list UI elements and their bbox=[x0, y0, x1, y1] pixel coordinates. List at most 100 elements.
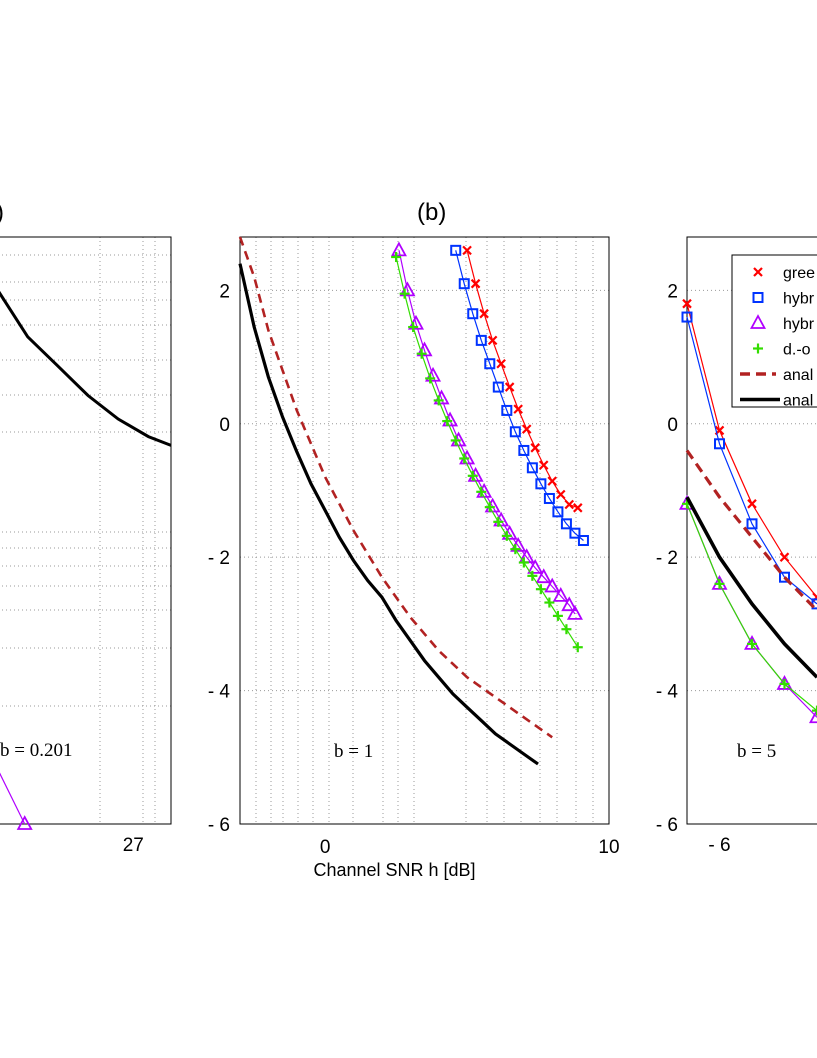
panel-b-series-0-point-12 bbox=[564, 499, 575, 510]
legend-swatch-0-b bbox=[753, 267, 763, 277]
panel-c-ytick-1: 0 bbox=[667, 415, 678, 436]
panel-b-series-0-point-7 bbox=[521, 424, 532, 434]
panel-b-xtick-0: 0 bbox=[320, 837, 331, 858]
panel-b-series-0-point-5-b bbox=[504, 382, 515, 392]
panel-b-series-3-point-8 bbox=[459, 453, 470, 464]
panel-b-ytick-4: - 6 bbox=[208, 815, 230, 836]
panel-b-series-1-point-3 bbox=[475, 334, 487, 346]
axes-layer bbox=[0, 236, 817, 825]
panel-b-series-3-point-4 bbox=[425, 373, 436, 384]
panel-c-series-1-point-3 bbox=[779, 571, 790, 583]
panel-b-series-0-point-1 bbox=[470, 278, 481, 289]
panel-b-series-3-point-15 bbox=[518, 557, 529, 568]
panel-a-label: ) bbox=[0, 199, 4, 226]
panel-c-series-1-line bbox=[686, 316, 817, 605]
panel-c-ytick-0: 2 bbox=[667, 281, 678, 302]
panel-b-ytick-1: 0 bbox=[219, 415, 230, 436]
panel-b-ytick-0: 2 bbox=[219, 281, 230, 302]
panel-b-series-0-point-10 bbox=[547, 476, 558, 486]
panel-b-series-3-point-10 bbox=[476, 486, 487, 497]
legend-label-0: gree bbox=[783, 265, 815, 282]
panel-c-ytick-3: - 4 bbox=[656, 682, 679, 703]
panel-b-series-0-point-4 bbox=[496, 358, 506, 369]
panel-b-series-0-point-4-b bbox=[496, 358, 506, 369]
panel-c-series-1-point-0 bbox=[681, 311, 693, 323]
panel-b-series-0-point-8 bbox=[530, 443, 540, 453]
panel-b-series-1-point-5 bbox=[492, 381, 504, 393]
panel-b-series-0-point-2 bbox=[479, 308, 489, 319]
panel-c-series-0-point-2 bbox=[747, 499, 757, 509]
panel-c-series-0-point-3-b bbox=[779, 552, 790, 562]
panel-b-series-2-point-19 bbox=[552, 586, 569, 602]
panel-b-series-1-point-6 bbox=[501, 404, 513, 416]
panel-b-series-1-point-15 bbox=[577, 535, 589, 547]
panel-b-series-0-point-0-b bbox=[462, 245, 472, 256]
panel-b-series-3-point-19 bbox=[552, 610, 563, 621]
panel-c-series-5-line bbox=[685, 496, 817, 679]
legend-swatch-2 bbox=[749, 314, 767, 329]
panel-b-series-1-point-14 bbox=[569, 527, 581, 539]
panel-b-ytick-2: - 2 bbox=[208, 548, 230, 569]
legend-label-5: anal bbox=[783, 393, 813, 410]
panel-b-series-0-point-11-b bbox=[555, 489, 566, 500]
panel-b-series-0-point-8-b bbox=[530, 443, 540, 453]
panel-c-ytick-4: - 6 bbox=[656, 815, 678, 836]
panel-b-series-3-point-12 bbox=[493, 516, 504, 527]
panel-b-series-0-point-11 bbox=[555, 489, 566, 500]
panel-b-series-3-point-3 bbox=[416, 348, 427, 359]
panel-b-series-3-point-16 bbox=[527, 570, 538, 581]
panel-b-series-3-point-1 bbox=[399, 288, 410, 299]
legend-swatch-3 bbox=[753, 343, 763, 354]
panel-b-series-0-point-7-b bbox=[521, 424, 532, 434]
panel-b-series-0-point-12-b bbox=[564, 499, 575, 510]
grid-layer bbox=[0, 237, 817, 825]
panel-b-series-3-point-5 bbox=[433, 395, 444, 406]
panel-b-series-3-point-14 bbox=[510, 544, 521, 555]
panel-c-series-3-point-1 bbox=[714, 578, 725, 589]
series-layer bbox=[0, 236, 817, 830]
legend-swatch-1 bbox=[752, 292, 764, 303]
panel-c-series-0-point-3 bbox=[779, 552, 790, 562]
panel-c-frame bbox=[686, 236, 817, 825]
panel-c-series-4-line bbox=[685, 449, 817, 612]
panel-b-frame bbox=[239, 236, 610, 825]
panel-c-series-0-point-0 bbox=[682, 298, 692, 309]
text-layer: 27 b = 0.201) 2 0 - 2 - 4 - 6 0 10 Channel SNR h … bbox=[0, 199, 776, 880]
panel-c-annotation: b = 5 bbox=[737, 741, 776, 762]
panel-b-series-0-point-1-b bbox=[470, 278, 481, 289]
legend-label-1: hybr bbox=[783, 291, 815, 308]
panel-a-frame bbox=[0, 236, 172, 825]
panel-b-series-0-point-5 bbox=[504, 382, 515, 392]
legend-label-4: anal bbox=[783, 367, 813, 384]
panel-b-series-3-point-9 bbox=[467, 470, 478, 481]
panel-b-series-1-point-4 bbox=[484, 358, 496, 370]
legend-layer: gree hybr hybr d.-o anal anal bbox=[731, 254, 817, 410]
legend-box bbox=[731, 254, 817, 408]
panel-b-series-3-point-0 bbox=[391, 252, 402, 263]
panel-b-series-0-point-9 bbox=[538, 460, 549, 470]
panel-b-series-1-point-2 bbox=[467, 308, 479, 320]
panel-b-series-1-point-11 bbox=[543, 492, 555, 504]
panel-b-series-1-point-8 bbox=[518, 444, 530, 456]
panel-a-series-0-line bbox=[0, 290, 172, 447]
panel-b-series-0-point-13 bbox=[572, 503, 583, 513]
panel-b-series-0-point-3-b bbox=[487, 335, 498, 346]
panel-c-series-1-point-2 bbox=[746, 518, 758, 530]
panel-b-series-2-point-16 bbox=[527, 558, 544, 574]
panel-b-series-2-point-21 bbox=[566, 604, 583, 620]
panel-b-series-3-point-6 bbox=[442, 416, 453, 427]
panel-b-series-0-point-13-b bbox=[572, 503, 583, 513]
panel-a-xtick-0: 27 bbox=[123, 835, 144, 856]
panel-b-series-1-point-7 bbox=[509, 426, 521, 438]
panel-b-series-3-point-17 bbox=[535, 584, 546, 595]
legend-swatch-0 bbox=[753, 267, 763, 277]
legend-label-2: hybr bbox=[783, 316, 815, 333]
panel-b-series-2-point-0 bbox=[390, 241, 407, 257]
panel-b-series-1-point-13 bbox=[560, 518, 572, 530]
panel-b-series-1-point-9 bbox=[526, 462, 538, 474]
panel-b-ytick-3: - 4 bbox=[208, 682, 231, 703]
panel-b-series-0-point-3 bbox=[487, 335, 498, 346]
panel-c-series-0-point-0-b bbox=[682, 298, 692, 309]
panel-b-series-5-line bbox=[238, 263, 539, 766]
